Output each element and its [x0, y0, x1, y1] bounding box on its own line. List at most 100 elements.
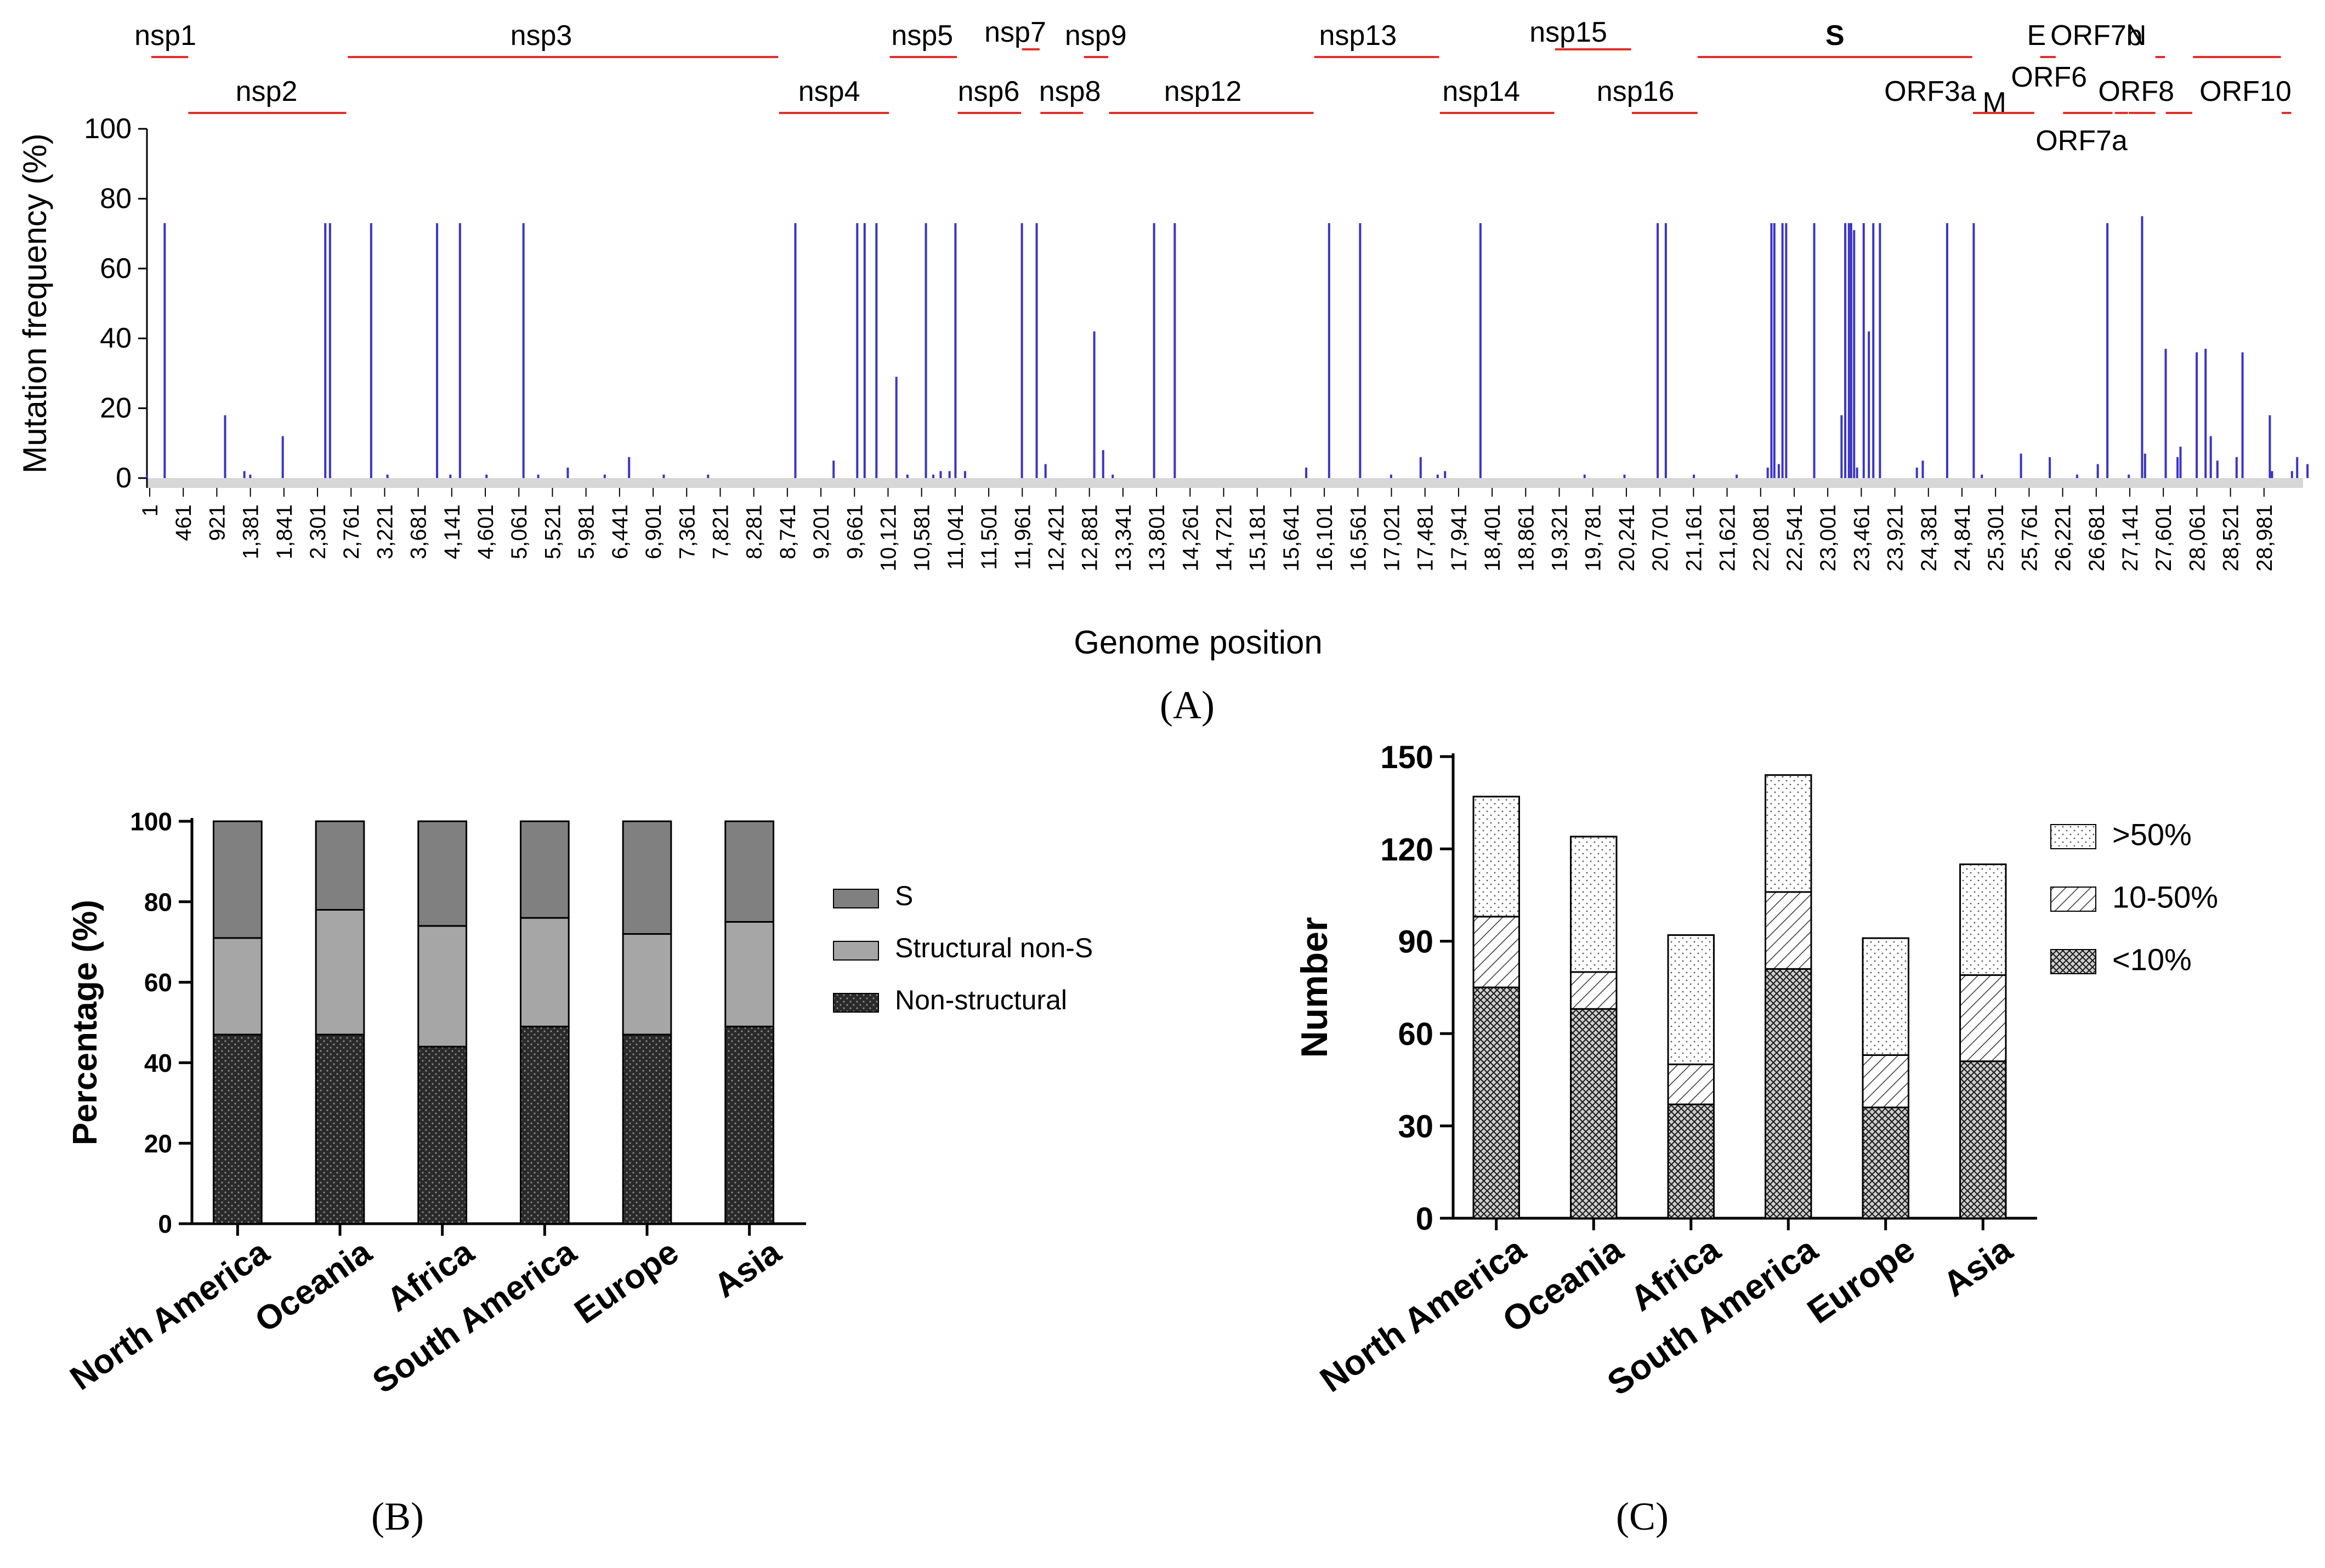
x-tick-label: 11,041 [944, 504, 968, 570]
x-tick-label: 7,821 [708, 504, 733, 559]
gene-label-nsp9: nsp9 [1065, 20, 1127, 52]
bar-north-america-non-structural [212, 1033, 263, 1225]
x-tick-label: 13,341 [1112, 504, 1136, 571]
gene-label-nsp3: nsp3 [511, 20, 572, 52]
x-tick-label: 14,721 [1212, 504, 1237, 571]
bar-asia-50 [1959, 863, 2007, 976]
category-label-asia: Asia [1936, 1229, 2019, 1304]
x-tick-label: 23,461 [1850, 504, 1874, 571]
y-tick-label: 100 [130, 808, 172, 836]
bar-south-america-s [519, 820, 570, 919]
gene-label-orf7a: ORF7a [2035, 125, 2128, 157]
x-tick-label: 19,321 [1548, 504, 1572, 571]
x-tick-label: 12,881 [1078, 504, 1102, 571]
x-tick-label: 6,901 [642, 504, 666, 559]
x-tick-label: 13,801 [1145, 504, 1169, 571]
gene-label-e: E [2027, 20, 2046, 52]
x-tick-label: 24,841 [1950, 504, 1975, 571]
legend-swatch-s [833, 889, 879, 908]
x-tick-label: 9,661 [843, 504, 867, 559]
y-tick-label: 100 [84, 113, 132, 145]
bar-europe-s [622, 820, 672, 935]
y-tick-label: 90 [1398, 924, 1433, 960]
y-axis-label: Percentage (%) [66, 900, 104, 1145]
y-tick-label: 0 [158, 1210, 172, 1239]
bar-oceania-10-50 [1570, 971, 1618, 1010]
bar-europe-10-50 [1862, 1054, 1909, 1109]
legend-swatch-10 [2050, 949, 2096, 974]
gene-label-nsp8: nsp8 [1039, 76, 1101, 107]
x-tick-label: 12,421 [1044, 504, 1068, 571]
bar-north-america-structural-non-s [212, 937, 263, 1036]
bar-oceania-50 [1570, 836, 1618, 973]
x-tick-label: 4,601 [474, 504, 498, 559]
gene-label-nsp5: nsp5 [891, 20, 953, 52]
y-tick-label: 80 [100, 183, 132, 214]
bar-africa-50 [1667, 934, 1715, 1065]
gene-label-nsp7: nsp7 [984, 16, 1046, 48]
panel-label-c: (C) [1616, 1495, 1669, 1538]
gene-label-n: N [2126, 20, 2147, 52]
y-tick-label: 60 [144, 968, 172, 997]
x-tick-label: 25,301 [1984, 504, 2008, 571]
x-tick-label: 24,381 [1917, 504, 1941, 571]
bar-asia-s [724, 820, 775, 923]
y-tick-label: 0 [116, 462, 132, 494]
gene-label-nsp2: nsp2 [236, 76, 298, 107]
panel-label-b: (B) [371, 1495, 424, 1538]
bar-africa-10 [1667, 1103, 1715, 1219]
y-axis-label: Number [1294, 917, 1335, 1058]
gene-label-m: M [1982, 87, 2006, 118]
x-tick-label: 15,641 [1279, 504, 1303, 571]
x-tick-label: 6,441 [608, 504, 632, 559]
bar-europe-50 [1862, 937, 1909, 1056]
bar-europe-structural-non-s [622, 933, 672, 1036]
bar-africa-non-structural [417, 1046, 468, 1225]
category-label-oceania: Oceania [248, 1233, 379, 1340]
legend-label-structural-non-s: Structural non-S [895, 933, 1093, 963]
category-label-europe: Europe [1800, 1229, 1922, 1331]
gene-label-nsp13: nsp13 [1319, 20, 1397, 52]
y-tick-label: 40 [100, 322, 132, 354]
x-tick-label: 461 [172, 504, 196, 541]
x-tick-label: 21,621 [1716, 504, 1740, 571]
y-tick-label: 20 [100, 393, 132, 424]
x-tick-label: 23,001 [1816, 504, 1840, 571]
x-tick-label: 20,241 [1615, 504, 1639, 571]
x-tick-label: 3,221 [373, 504, 397, 559]
legend-swatch-non-structural [833, 993, 879, 1013]
gene-label-nsp14: nsp14 [1442, 76, 1520, 107]
x-tick-label: 10,121 [876, 504, 900, 571]
x-tick-label: 1,381 [239, 504, 263, 559]
x-tick-label: 20,701 [1648, 504, 1672, 571]
bar-north-america-50 [1472, 796, 1520, 918]
bar-asia-structural-non-s [724, 921, 775, 1027]
x-tick-label: 27,141 [2118, 504, 2142, 571]
y-tick-label: 40 [144, 1049, 172, 1077]
x-tick-label: 19,781 [1581, 504, 1606, 571]
gene-label-orf8: ORF8 [2098, 76, 2174, 107]
category-label-asia: Asia [707, 1233, 788, 1305]
x-tick-label: 3,681 [407, 504, 431, 559]
x-tick-label: 14,261 [1178, 504, 1203, 571]
x-tick-label: 17,941 [1447, 504, 1471, 571]
category-label-europe: Europe [568, 1233, 685, 1331]
x-tick-label: 22,541 [1783, 504, 1807, 571]
bar-europe-non-structural [622, 1033, 672, 1225]
y-tick-label: 80 [144, 888, 172, 916]
genome-track [147, 478, 2303, 488]
x-tick-label: 28,521 [2219, 504, 2243, 571]
x-tick-label: 8,281 [742, 504, 767, 559]
x-tick-label: 2,761 [339, 504, 364, 559]
gene-label-orf7b: ORF7b [2050, 20, 2142, 52]
gene-label-nsp6: nsp6 [958, 76, 1020, 107]
x-tick-label: 17,021 [1380, 504, 1404, 571]
x-tick-label: 22,081 [1749, 504, 1773, 571]
gene-label-nsp4: nsp4 [798, 76, 860, 107]
legend-swatch-10-50 [2050, 887, 2096, 912]
x-tick-label: 26,681 [2085, 504, 2109, 571]
x-tick-label: 11,961 [1011, 504, 1035, 570]
x-tick-label: 18,401 [1481, 504, 1505, 571]
x-tick-label: 8,741 [776, 504, 800, 559]
